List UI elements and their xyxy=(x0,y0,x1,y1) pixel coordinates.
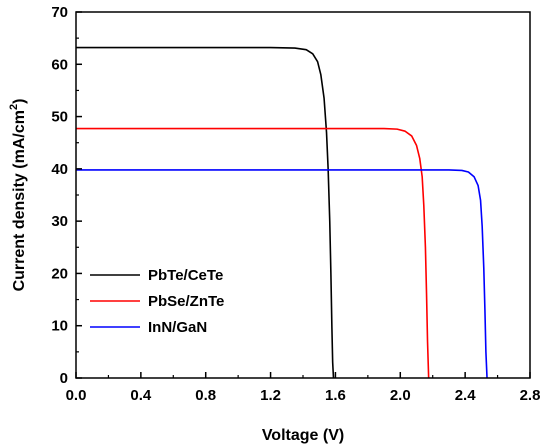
x-tick-label: 1.2 xyxy=(260,387,281,404)
series-line-pbse-znte xyxy=(76,127,430,379)
y-axis-title-end: ) xyxy=(11,99,28,104)
plot-frame xyxy=(75,11,531,379)
x-tick-label: 0.4 xyxy=(130,387,152,404)
y-tick-label: 0 xyxy=(60,370,68,387)
x-tick-label: 1.6 xyxy=(325,387,346,404)
series-line-pbte-cete xyxy=(76,46,335,379)
x-tick-label: 0.0 xyxy=(66,387,87,404)
x-axis-title: Voltage (V) xyxy=(262,427,344,444)
series-line-inn-gan xyxy=(76,169,488,379)
y-axis-title: Current density (mA/cm2) xyxy=(8,99,28,292)
y-tick-label: 60 xyxy=(51,56,68,73)
y-tick-label: 50 xyxy=(51,109,68,126)
legend-label: PbTe/CeTe xyxy=(148,267,223,284)
y-axis-title-superscript: 2 xyxy=(8,104,20,110)
y-tick-label: 40 xyxy=(51,161,68,178)
y-axis-title-main: Current density (mA/cm xyxy=(11,110,28,291)
ticks-layer: 0.0 0.4 0.8 1.2 1.6 2.0 2.4 2.8 0 10 20 30 40 50 60 70 xyxy=(51,4,540,404)
y-tick-label: 70 xyxy=(51,4,68,21)
x-tick-label: 2.4 xyxy=(455,387,477,404)
series-layer xyxy=(76,46,488,379)
legend-label: PbSe/ZnTe xyxy=(148,293,224,310)
x-tick-label: 2.0 xyxy=(390,387,411,404)
y-tick-label: 20 xyxy=(51,265,68,282)
x-tick-label: 0.8 xyxy=(195,387,216,404)
y-tick-label: 10 xyxy=(51,318,68,335)
x-tick-label: 2.8 xyxy=(520,387,541,404)
y-tick-label: 30 xyxy=(51,213,68,230)
legend: PbTe/CeTe PbSe/ZnTe InN/GaN xyxy=(90,267,224,336)
legend-label: InN/GaN xyxy=(148,319,207,336)
